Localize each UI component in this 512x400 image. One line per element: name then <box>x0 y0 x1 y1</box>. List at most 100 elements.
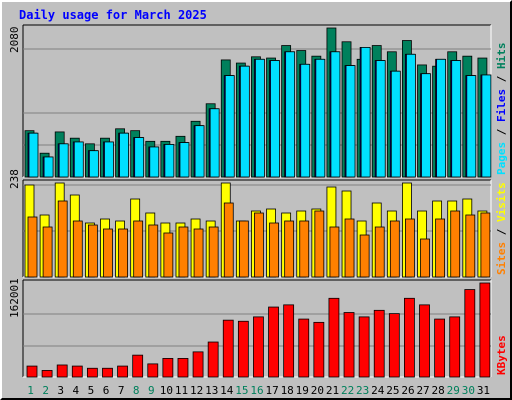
bar-kbytes-day-28 <box>434 318 446 378</box>
day-label-24: 24 <box>371 384 385 397</box>
day-label-13: 13 <box>205 384 218 397</box>
bar-kbytes-day-23 <box>358 316 370 378</box>
bar-sites-day-13 <box>208 226 219 278</box>
day-label-23: 23 <box>356 384 369 397</box>
bar-sites-day-28 <box>435 218 446 278</box>
bar-pages-day-18 <box>285 51 296 178</box>
bar-sites-day-31 <box>480 212 491 278</box>
legend-sites: Sites <box>495 242 508 275</box>
day-label-19: 19 <box>296 384 309 397</box>
bar-sites-day-23 <box>359 234 370 278</box>
day-label-10: 10 <box>160 384 173 397</box>
day-label-9: 9 <box>148 384 155 397</box>
day-label-20: 20 <box>311 384 324 397</box>
bar-kbytes-day-24 <box>373 309 385 378</box>
legend-separator: / <box>495 222 508 242</box>
bar-kbytes-day-29 <box>449 316 461 378</box>
bar-kbytes-day-5 <box>86 367 98 378</box>
bar-kbytes-day-12 <box>192 351 204 378</box>
bar-sites-day-7 <box>118 228 128 278</box>
bar-pages-day-27 <box>421 73 431 178</box>
day-label-17: 17 <box>265 384 278 397</box>
bar-kbytes-day-27 <box>419 304 430 378</box>
bar-pages-day-16 <box>255 58 265 178</box>
bar-sites-day-11 <box>178 226 189 278</box>
panel-3-legend: KBytes <box>495 335 508 375</box>
day-label-22: 22 <box>341 384 354 397</box>
day-label-28: 28 <box>432 384 445 397</box>
bar-sites-day-20 <box>314 210 325 278</box>
bar-sites-day-10 <box>163 232 174 278</box>
legend-separator: / <box>495 122 508 142</box>
day-label-18: 18 <box>281 384 294 397</box>
day-label-15: 15 <box>235 384 248 397</box>
day-label-7: 7 <box>118 384 125 397</box>
bar-pages-day-15 <box>239 65 250 178</box>
bar-pages-day-26 <box>406 53 416 178</box>
bar-kbytes-day-16 <box>253 316 264 378</box>
bar-kbytes-day-18 <box>283 304 295 378</box>
bar-pages-day-1 <box>28 132 39 178</box>
panel-2-y-max-label: 238 <box>8 169 21 189</box>
bar-sites-day-22 <box>344 218 355 278</box>
bar-kbytes-day-22 <box>343 312 355 378</box>
bar-pages-day-12 <box>194 125 205 178</box>
bar-sites-day-12 <box>193 228 204 278</box>
bar-pages-day-17 <box>270 60 280 178</box>
bar-pages-day-8 <box>134 137 145 178</box>
bar-sites-day-4 <box>72 220 83 278</box>
bar-kbytes-day-1 <box>26 365 38 378</box>
bar-kbytes-day-4 <box>71 365 83 378</box>
day-label-16: 16 <box>250 384 263 397</box>
bar-pages-day-7 <box>119 132 129 178</box>
panel-2-legend: Sites / Visits <box>495 182 508 275</box>
day-label-25: 25 <box>386 384 399 397</box>
bar-sites-day-14 <box>223 202 234 278</box>
bar-sites-day-21 <box>329 226 340 278</box>
bar-sites-day-27 <box>420 238 430 278</box>
panel-1-legend: Pages / Files / Hits <box>495 43 508 176</box>
legend-files: Files <box>495 89 508 122</box>
bar-pages-day-4 <box>73 141 84 178</box>
day-label-12: 12 <box>190 384 203 397</box>
panel-3-y-max-label: 162001 <box>8 278 21 318</box>
day-label-26: 26 <box>401 384 414 397</box>
day-label-29: 29 <box>447 384 460 397</box>
bar-kbytes-day-17 <box>268 306 279 378</box>
day-label-4: 4 <box>73 384 80 397</box>
bar-pages-day-11 <box>179 142 190 178</box>
bar-pages-day-23 <box>360 47 371 178</box>
bar-kbytes-day-13 <box>207 341 219 378</box>
day-label-31: 31 <box>477 384 490 397</box>
day-label-2: 2 <box>42 384 49 397</box>
bar-pages-day-10 <box>164 144 175 178</box>
chart-title: Daily usage for March 2025 <box>19 8 207 22</box>
bar-kbytes-day-15 <box>237 320 249 378</box>
bar-pages-day-2 <box>43 156 54 178</box>
day-label-27: 27 <box>416 384 429 397</box>
bar-kbytes-day-9 <box>147 363 159 378</box>
bar-sites-day-29 <box>450 210 461 278</box>
bar-pages-day-13 <box>209 108 220 178</box>
bar-sites-day-24 <box>374 226 385 278</box>
day-label-8: 8 <box>133 384 140 397</box>
bar-pages-day-21 <box>330 51 341 178</box>
bar-kbytes-day-3 <box>56 364 68 378</box>
bar-pages-day-3 <box>58 143 69 178</box>
bar-sites-day-3 <box>57 200 68 278</box>
bar-kbytes-day-20 <box>313 321 325 378</box>
bar-sites-day-5 <box>87 224 98 278</box>
bar-sites-day-15 <box>238 220 249 278</box>
legend-pages: Pages <box>495 142 508 175</box>
day-label-21: 21 <box>326 384 339 397</box>
bar-kbytes-day-31 <box>479 282 491 378</box>
day-label-3: 3 <box>57 384 64 397</box>
panel-1-y-max-label: 2080 <box>8 27 21 54</box>
bar-pages-day-25 <box>390 70 401 178</box>
bar-kbytes-day-26 <box>404 297 415 378</box>
bar-sites-day-6 <box>103 228 113 278</box>
bar-pages-day-24 <box>375 60 386 178</box>
legend-hits: Hits <box>495 43 508 70</box>
bar-sites-day-30 <box>465 214 476 278</box>
bar-kbytes-day-6 <box>102 367 113 378</box>
